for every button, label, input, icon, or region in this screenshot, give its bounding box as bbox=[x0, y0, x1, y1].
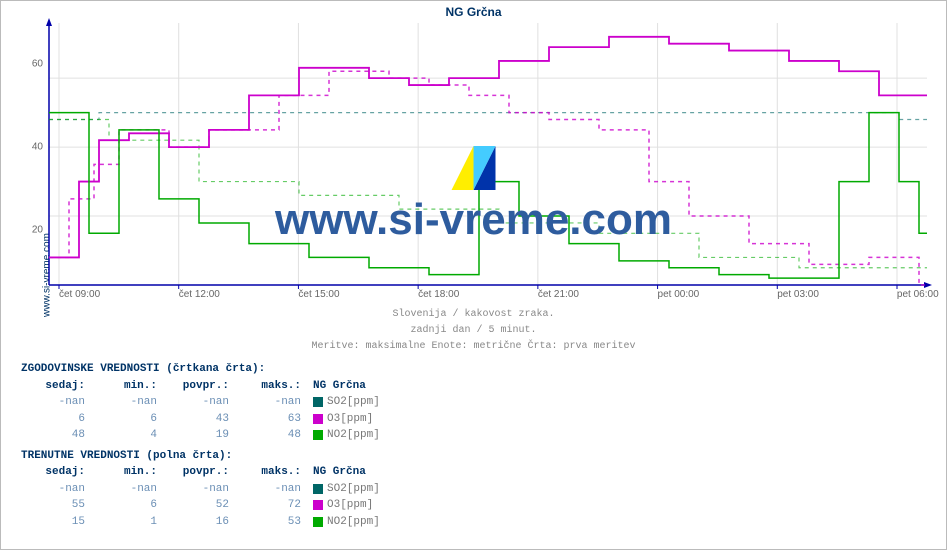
color-swatch-icon bbox=[313, 500, 323, 510]
chart-container: NG Grčna www.si-vreme.com 20 40 60 www.s… bbox=[0, 0, 947, 550]
table-cell: -nan bbox=[93, 481, 165, 498]
table-cell: -nan bbox=[237, 481, 309, 498]
color-swatch-icon bbox=[313, 397, 323, 407]
col-header: maks.: bbox=[237, 378, 309, 395]
col-header: min.: bbox=[93, 378, 165, 395]
table-row: 5565272 O3[ppm] bbox=[21, 497, 388, 514]
curr-header-row: sedaj: min.: povpr.: maks.: NG Grčna bbox=[21, 464, 388, 481]
hist-title: ZGODOVINSKE VREDNOSTI (črtkana črta): bbox=[21, 361, 388, 378]
table-cell: 6 bbox=[93, 497, 165, 514]
series-group bbox=[49, 37, 927, 285]
col-header: povpr.: bbox=[165, 378, 237, 395]
table-cell: 55 bbox=[21, 497, 93, 514]
y-axis-arrow-icon bbox=[46, 18, 52, 26]
color-swatch-icon bbox=[313, 517, 323, 527]
table-cell: 72 bbox=[237, 497, 309, 514]
table-cell: 15 bbox=[21, 514, 93, 531]
table-row: 4841948NO2[ppm] bbox=[21, 427, 388, 444]
table-cell: -nan bbox=[237, 394, 309, 411]
table-cell: 53 bbox=[237, 514, 309, 531]
table-cell: -nan bbox=[165, 481, 237, 498]
table-cell: 19 bbox=[165, 427, 237, 444]
series-label: SO2[ppm] bbox=[309, 481, 388, 498]
hist-header-row: sedaj: min.: povpr.: maks.: NG Grčna bbox=[21, 378, 388, 395]
meta-line-2: zadnji dan / 5 minut. bbox=[1, 324, 946, 338]
series-name: SO2[ppm] bbox=[327, 394, 380, 411]
series-name: O3[ppm] bbox=[327, 411, 373, 428]
series-name: O3[ppm] bbox=[327, 497, 373, 514]
series-SO2_hist bbox=[49, 113, 927, 120]
table-cell: 48 bbox=[21, 427, 93, 444]
series-name: NO2[ppm] bbox=[327, 514, 380, 531]
series-label: SO2[ppm] bbox=[309, 394, 388, 411]
chart-title: NG Grčna bbox=[1, 1, 946, 19]
series-O3_hist bbox=[49, 71, 927, 285]
color-swatch-icon bbox=[313, 484, 323, 494]
series-label: O3[ppm] bbox=[309, 411, 381, 428]
meta-info: Slovenija / kakovost zraka. zadnji dan /… bbox=[1, 306, 946, 354]
station-header: NG Grčna bbox=[309, 464, 374, 481]
series-name: NO2[ppm] bbox=[327, 427, 380, 444]
table-cell: 1 bbox=[93, 514, 165, 531]
table-cell: 4 bbox=[93, 427, 165, 444]
table-row: -nan-nan-nan-nanSO2[ppm] bbox=[21, 481, 388, 498]
y-tick: 40 bbox=[32, 142, 43, 153]
y-axis-ticks: 20 40 60 bbox=[25, 23, 45, 285]
series-NO2_hist bbox=[49, 120, 927, 268]
col-header: sedaj: bbox=[21, 464, 93, 481]
table-cell: 6 bbox=[93, 411, 165, 428]
series-label: O3[ppm] bbox=[309, 497, 381, 514]
col-header: sedaj: bbox=[21, 378, 93, 395]
series-label: NO2[ppm] bbox=[309, 514, 388, 531]
table-cell: 16 bbox=[165, 514, 237, 531]
col-header: povpr.: bbox=[165, 464, 237, 481]
col-header: min.: bbox=[93, 464, 165, 481]
x-axis-arrow-icon bbox=[924, 282, 932, 288]
color-swatch-icon bbox=[313, 414, 323, 424]
table-cell: 48 bbox=[237, 427, 309, 444]
table-cell: 43 bbox=[165, 411, 237, 428]
series-label: NO2[ppm] bbox=[309, 427, 388, 444]
meta-line-3: Meritve: maksimalne Enote: metrične Črta… bbox=[1, 340, 946, 354]
data-tables: ZGODOVINSKE VREDNOSTI (črtkana črta): se… bbox=[21, 361, 388, 530]
meta-line-1: Slovenija / kakovost zraka. bbox=[1, 308, 946, 322]
chart-plot-area bbox=[49, 23, 927, 285]
table-row: -nan-nan-nan-nanSO2[ppm] bbox=[21, 394, 388, 411]
table-row: 664363O3[ppm] bbox=[21, 411, 388, 428]
station-header: NG Grčna bbox=[309, 378, 374, 395]
table-row: 1511653 NO2[ppm] bbox=[21, 514, 388, 531]
y-tick: 20 bbox=[32, 224, 43, 235]
x-axis-labels: čet 09:00 čet 12:00 čet 15:00 čet 18:00 … bbox=[49, 289, 927, 303]
curr-title: TRENUTNE VREDNOSTI (polna črta): bbox=[21, 448, 388, 465]
y-tick: 60 bbox=[32, 59, 43, 70]
col-header: maks.: bbox=[237, 464, 309, 481]
table-cell: 52 bbox=[165, 497, 237, 514]
grid bbox=[49, 23, 927, 289]
series-NO2_current bbox=[49, 113, 927, 278]
table-cell: 6 bbox=[21, 411, 93, 428]
table-cell: -nan bbox=[165, 394, 237, 411]
color-swatch-icon bbox=[313, 430, 323, 440]
table-cell: -nan bbox=[21, 394, 93, 411]
table-cell: -nan bbox=[93, 394, 165, 411]
series-name: SO2[ppm] bbox=[327, 481, 380, 498]
table-cell: 63 bbox=[237, 411, 309, 428]
table-cell: -nan bbox=[21, 481, 93, 498]
chart-svg bbox=[49, 23, 927, 285]
